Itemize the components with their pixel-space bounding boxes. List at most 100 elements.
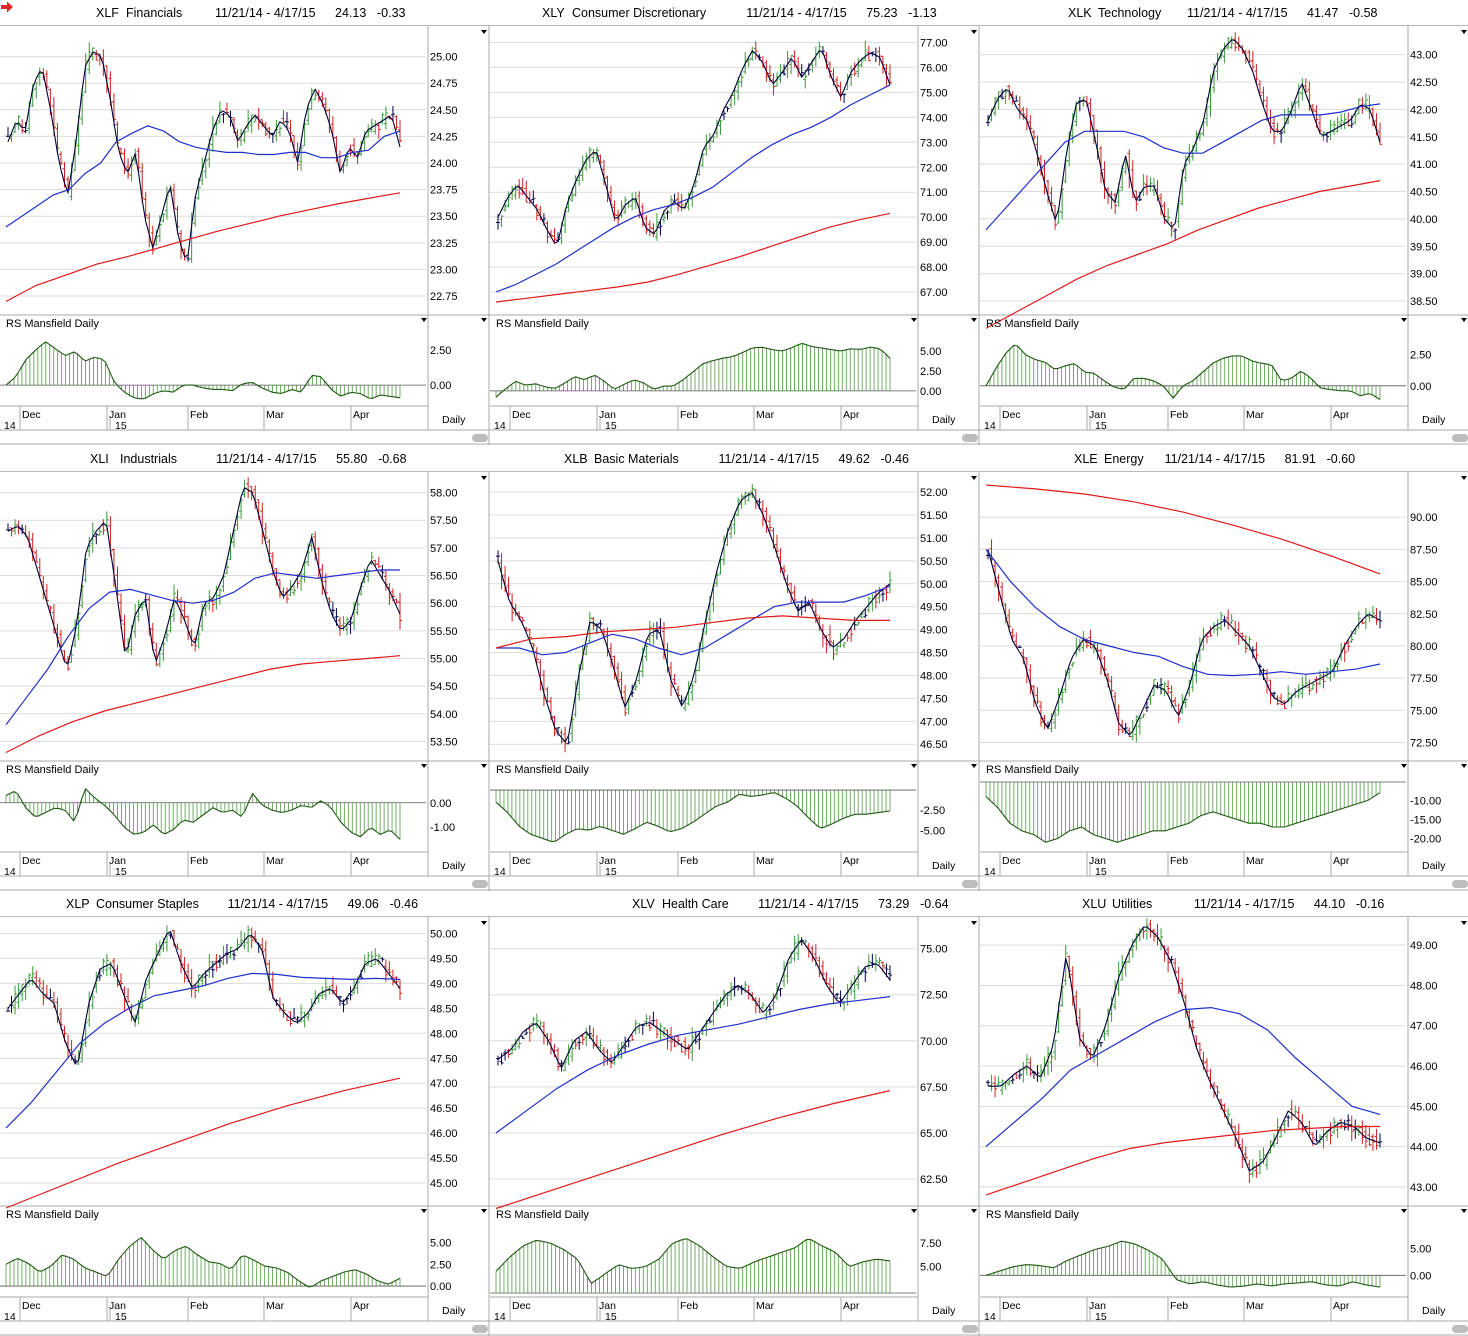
price-bar bbox=[877, 957, 882, 966]
price-bar bbox=[658, 221, 663, 236]
chart-panel-xly[interactable]: XLY Consumer Discretionary 11/21/14 - 4/17… bbox=[490, 0, 980, 445]
dropdown-triangle-icon[interactable] bbox=[971, 476, 977, 480]
chart-panel-xlu[interactable]: XLU Utilities 11/21/14 - 4/17/15 44.10 -0.16… bbox=[980, 891, 1468, 1336]
y-tick-label: 72.50 bbox=[920, 990, 948, 1002]
dropdown-triangle-icon[interactable] bbox=[911, 318, 917, 322]
chart-panel-xlk[interactable]: XLK Technology 11/21/14 - 4/17/15 41.47 -0.5… bbox=[980, 0, 1468, 445]
dropdown-triangle-icon[interactable] bbox=[911, 1209, 917, 1213]
chart-panel-xlv[interactable]: XLV Health Care 11/21/14 - 4/17/15 73.29 -0.… bbox=[490, 891, 980, 1336]
dropdown-triangle-icon[interactable] bbox=[1401, 1209, 1407, 1213]
dropdown-triangle-icon[interactable] bbox=[481, 318, 487, 322]
rs-y-tick-label: 5.00 bbox=[430, 1238, 451, 1250]
y-tick-label: 82.50 bbox=[1410, 609, 1438, 621]
date-range-label: 11/21/14 - 4/17/15 bbox=[1164, 452, 1266, 466]
rs-histogram bbox=[989, 1241, 1381, 1288]
date-range-label: 11/21/14 - 4/17/15 bbox=[1187, 6, 1288, 20]
scrollbar-handle[interactable] bbox=[472, 434, 488, 442]
price-bar bbox=[1060, 188, 1065, 220]
y-tick-label: 87.50 bbox=[1410, 544, 1438, 556]
price-bar bbox=[506, 576, 511, 597]
price-bar bbox=[1134, 715, 1139, 743]
chart-svg: 43.00 42.50 42.00 41.50 41.00 40.50 40.00 39.50… bbox=[980, 26, 1468, 445]
dropdown-triangle-icon[interactable] bbox=[421, 1209, 427, 1213]
y-tick-label: 75.00 bbox=[920, 87, 948, 99]
last-price: 49.62 bbox=[838, 452, 870, 466]
dropdown-triangle-icon[interactable] bbox=[971, 318, 977, 322]
price-bar bbox=[510, 1044, 515, 1055]
price-bar bbox=[1247, 1159, 1252, 1184]
price-bar bbox=[203, 602, 208, 617]
alert-arrow-icon[interactable] bbox=[0, 0, 14, 14]
price-bar bbox=[676, 192, 681, 212]
dropdown-triangle-icon[interactable] bbox=[1401, 318, 1407, 322]
price-bar bbox=[1363, 607, 1368, 630]
period-label: Daily bbox=[1422, 1305, 1446, 1317]
dropdown-triangle-icon[interactable] bbox=[481, 476, 487, 480]
x-month-label: Mar bbox=[1246, 409, 1265, 421]
y-tick-label: 48.50 bbox=[920, 648, 948, 660]
dropdown-triangle-icon[interactable] bbox=[971, 921, 977, 925]
price-bar bbox=[520, 1035, 525, 1040]
x-month-label: Feb bbox=[190, 1300, 208, 1312]
y-tick-label: 41.00 bbox=[1410, 159, 1438, 171]
price-bar bbox=[1229, 614, 1234, 625]
scrollbar-handle[interactable] bbox=[1452, 1325, 1468, 1333]
dropdown-triangle-icon[interactable] bbox=[481, 1209, 487, 1213]
price-bar bbox=[1346, 1114, 1351, 1131]
dropdown-triangle-icon[interactable] bbox=[1461, 30, 1467, 34]
dropdown-triangle-icon[interactable] bbox=[1461, 764, 1467, 768]
price-bar bbox=[295, 142, 300, 171]
scrollbar-handle[interactable] bbox=[1452, 434, 1468, 442]
price-bar bbox=[552, 228, 557, 245]
chart-panel-xli[interactable]: XLI Industrials 11/21/14 - 4/17/15 55.80 -0.… bbox=[0, 446, 490, 891]
sector-name: Energy bbox=[1104, 452, 1144, 466]
scrollbar-handle[interactable] bbox=[962, 880, 978, 888]
dropdown-triangle-icon[interactable] bbox=[421, 318, 427, 322]
scrollbar-handle[interactable] bbox=[962, 434, 978, 442]
scrollbar-handle[interactable] bbox=[1452, 880, 1468, 888]
rs-histogram bbox=[989, 345, 1381, 400]
dropdown-triangle-icon[interactable] bbox=[971, 30, 977, 34]
price-bar bbox=[838, 990, 843, 1007]
price-bar bbox=[302, 559, 307, 583]
price-bar bbox=[154, 230, 159, 246]
dropdown-triangle-icon[interactable] bbox=[481, 30, 487, 34]
dropdown-triangle-icon[interactable] bbox=[1461, 476, 1467, 480]
price-bar bbox=[619, 1042, 624, 1059]
y-tick-label: 23.50 bbox=[430, 211, 458, 223]
scrollbar-handle[interactable] bbox=[962, 1325, 978, 1333]
y-tick-label: 43.00 bbox=[1410, 50, 1438, 62]
dropdown-triangle-icon[interactable] bbox=[421, 764, 427, 768]
chart-panel-xlf[interactable]: XLF Financials 11/21/14 - 4/17/15 24.13 -0.3… bbox=[0, 0, 490, 445]
dropdown-triangle-icon[interactable] bbox=[1461, 1209, 1467, 1213]
price-bar bbox=[598, 154, 603, 164]
x-year-label: 14 bbox=[4, 420, 16, 432]
price-close-line bbox=[497, 938, 891, 1069]
chart-panel-xlp[interactable]: XLP Consumer Staples 11/21/14 - 4/17/15 49.… bbox=[0, 891, 490, 1336]
dropdown-triangle-icon[interactable] bbox=[481, 764, 487, 768]
scrollbar-handle[interactable] bbox=[472, 1325, 488, 1333]
price-bar bbox=[1137, 717, 1142, 735]
price-bar bbox=[888, 64, 892, 84]
price-bar bbox=[1169, 221, 1174, 237]
dropdown-triangle-icon[interactable] bbox=[1461, 921, 1467, 925]
dropdown-triangle-icon[interactable] bbox=[971, 764, 977, 768]
price-close-line bbox=[7, 930, 401, 1065]
price-bar bbox=[792, 50, 797, 68]
price-bar bbox=[320, 92, 325, 108]
dropdown-triangle-icon[interactable] bbox=[1461, 318, 1467, 322]
chart-panel-xle[interactable]: XLE Energy 11/21/14 - 4/17/15 81.91 -0.60 90.… bbox=[980, 446, 1468, 891]
y-tick-label: 73.00 bbox=[920, 137, 948, 149]
price-bar bbox=[161, 213, 166, 223]
rs-y-tick-label: 2.50 bbox=[920, 366, 941, 378]
price-bar bbox=[1141, 713, 1146, 719]
y-tick-label: 47.00 bbox=[430, 1078, 458, 1090]
chart-panel-xlb[interactable]: XLB Basic Materials 11/21/14 - 4/17/15 49.6… bbox=[490, 446, 980, 891]
x-month-label: Apr bbox=[843, 855, 860, 867]
dropdown-triangle-icon[interactable] bbox=[1401, 764, 1407, 768]
price-bar bbox=[284, 587, 289, 604]
dropdown-triangle-icon[interactable] bbox=[971, 1209, 977, 1213]
scrollbar-handle[interactable] bbox=[472, 880, 488, 888]
dropdown-triangle-icon[interactable] bbox=[481, 921, 487, 925]
dropdown-triangle-icon[interactable] bbox=[911, 764, 917, 768]
